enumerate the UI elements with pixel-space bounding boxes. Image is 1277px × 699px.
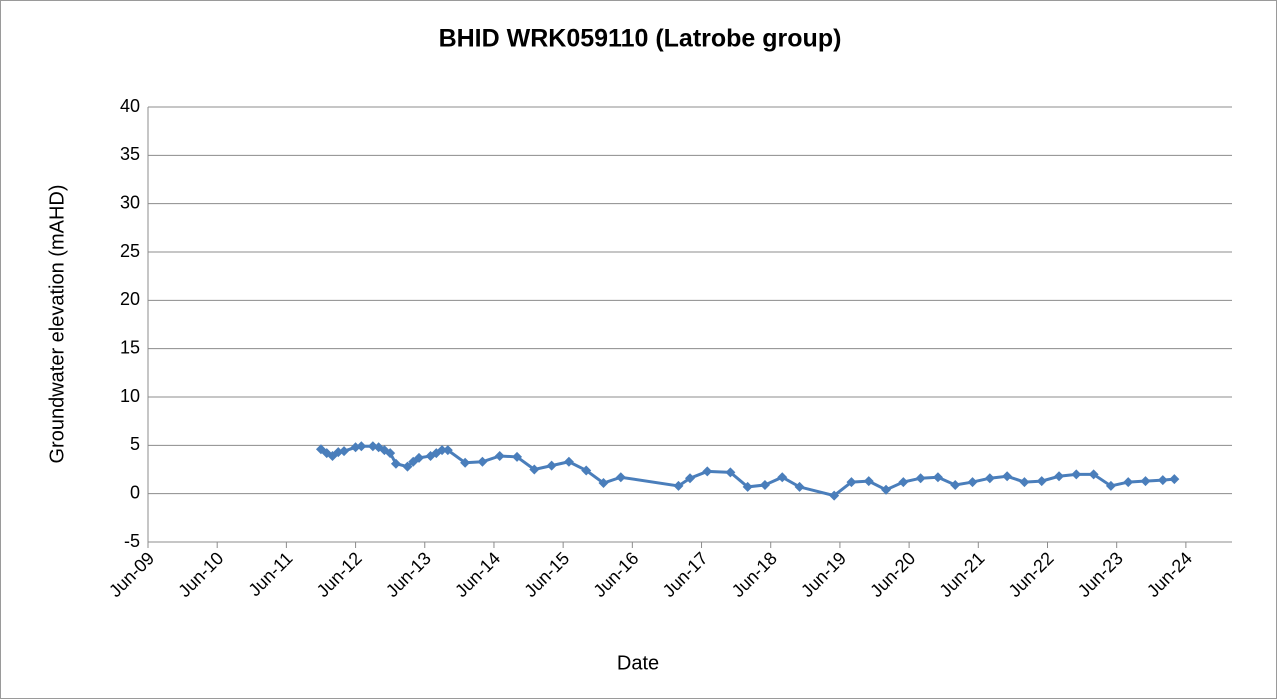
data-point	[1123, 477, 1134, 488]
chart-title: BHID WRK059110 (Latrobe group)	[439, 25, 842, 53]
data-point	[950, 479, 961, 490]
data-point	[477, 456, 488, 467]
y-tick-label: 40	[120, 96, 140, 116]
data-point	[685, 473, 695, 484]
data-point	[898, 477, 909, 488]
data-point	[1019, 477, 1030, 488]
data-point	[512, 451, 523, 462]
data-point	[829, 490, 840, 501]
data-point	[932, 472, 943, 483]
y-tick-label: 30	[120, 192, 140, 212]
y-tick-label: 0	[130, 482, 140, 502]
data-point	[1054, 471, 1065, 482]
data-point	[494, 450, 505, 461]
data-point	[702, 466, 713, 477]
data-point	[742, 481, 753, 492]
data-point	[563, 456, 574, 467]
y-tick-label: 10	[120, 386, 140, 406]
y-tick-label: -5	[124, 531, 140, 551]
y-tick-label: 15	[120, 337, 140, 357]
data-point	[1105, 480, 1116, 491]
data-point	[546, 460, 557, 471]
y-tick-label: 5	[130, 434, 140, 454]
data-point	[1157, 475, 1168, 486]
y-tick-label: 25	[120, 241, 140, 261]
data-point	[863, 476, 874, 487]
data-point	[529, 464, 540, 475]
data-point	[581, 465, 592, 476]
data-point	[673, 480, 684, 491]
data-point	[442, 445, 453, 456]
data-point	[402, 461, 413, 472]
data-point	[1071, 469, 1082, 480]
data-point	[598, 478, 609, 489]
data-point	[915, 473, 926, 484]
data-point	[1140, 476, 1151, 487]
data-point	[385, 448, 396, 459]
data-point	[615, 472, 626, 483]
data-point	[794, 481, 805, 492]
data-point	[460, 457, 471, 468]
data-point	[390, 458, 401, 469]
data-point	[339, 446, 350, 457]
y-axis-label: Groundwater elevation (mAHD)	[46, 185, 68, 464]
data-point	[967, 477, 978, 488]
data-point	[1002, 471, 1013, 482]
data-point	[437, 445, 448, 456]
data-point	[1088, 469, 1099, 480]
data-point	[725, 467, 736, 478]
data-point	[1036, 476, 1047, 487]
data-point	[414, 452, 424, 463]
data-point	[759, 479, 770, 490]
data-point	[881, 484, 892, 495]
y-tick-label: 20	[120, 289, 140, 309]
data-point	[356, 441, 367, 452]
data-point	[846, 477, 857, 488]
data-point	[1169, 474, 1180, 485]
y-tick-label: 35	[120, 144, 140, 164]
x-axis-label: Date	[617, 652, 659, 674]
data-point	[984, 473, 995, 484]
data-point	[777, 472, 788, 483]
